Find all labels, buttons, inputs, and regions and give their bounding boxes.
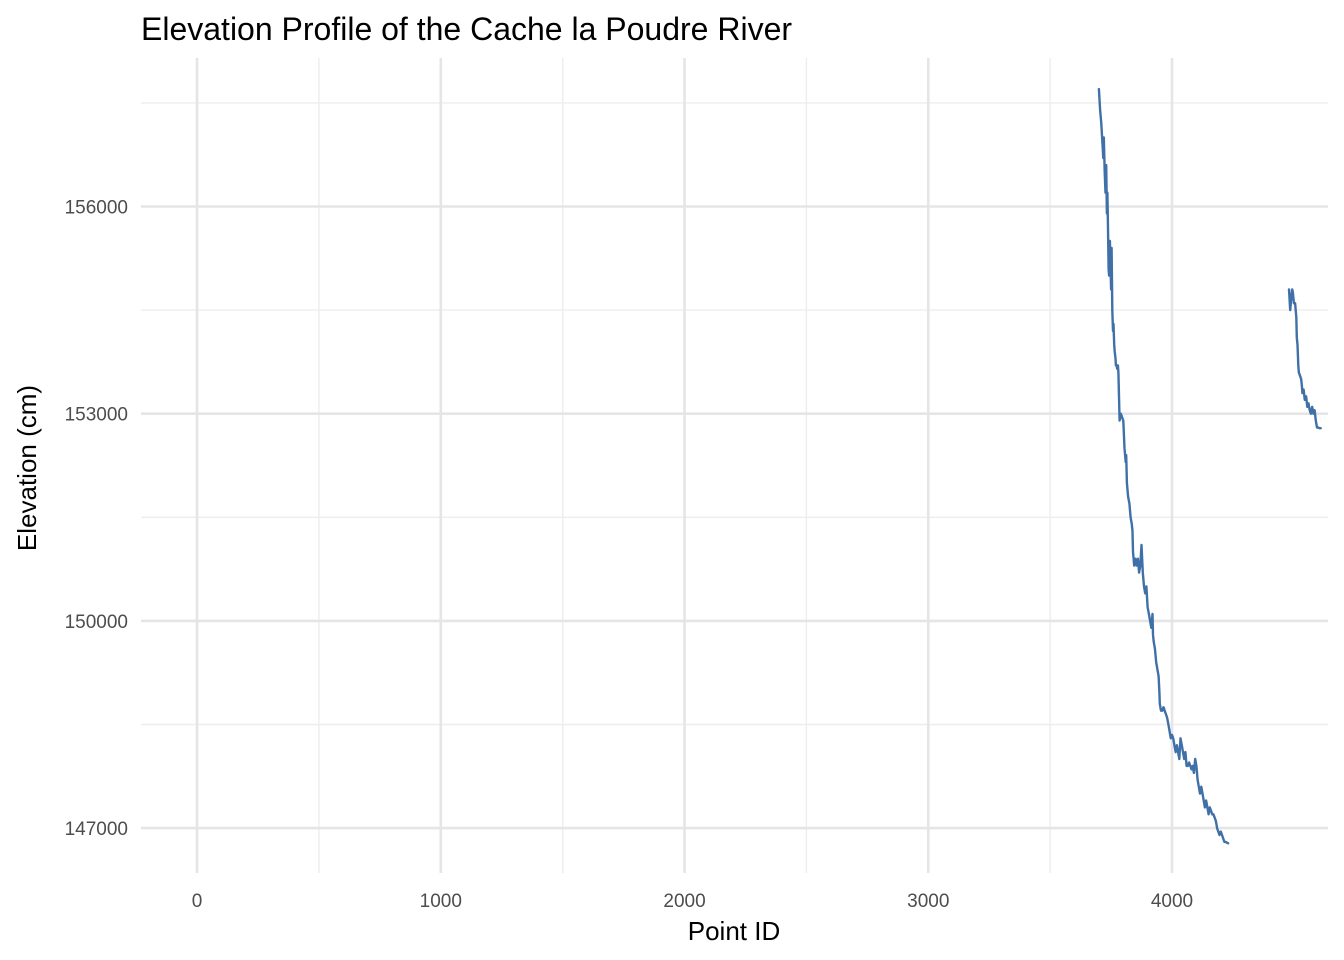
series-layer	[1097, 87, 1322, 845]
y-axis-title: Elevation (cm)	[12, 385, 42, 551]
x-tick-label: 2000	[663, 891, 705, 912]
chart-title: Elevation Profile of the Cache la Poudre…	[141, 11, 792, 47]
x-axis-title: Point ID	[688, 916, 781, 946]
y-tick-labels: 147000 150000 153000 156000	[65, 197, 128, 840]
y-tick-label: 156000	[65, 197, 128, 218]
y-tick-label: 150000	[65, 612, 128, 633]
x-tick-label: 0	[192, 891, 203, 912]
minor-gridlines	[141, 58, 1328, 873]
elevation-line-segment	[1097, 87, 1230, 845]
x-tick-label: 3000	[907, 891, 949, 912]
elevation-line-segment	[1287, 288, 1322, 430]
x-tick-label: 4000	[1151, 891, 1193, 912]
y-tick-label: 147000	[65, 819, 128, 840]
x-tick-labels: 0 1000 2000 3000 4000	[192, 891, 1193, 912]
x-tick-label: 1000	[420, 891, 462, 912]
y-tick-label: 153000	[65, 405, 128, 426]
